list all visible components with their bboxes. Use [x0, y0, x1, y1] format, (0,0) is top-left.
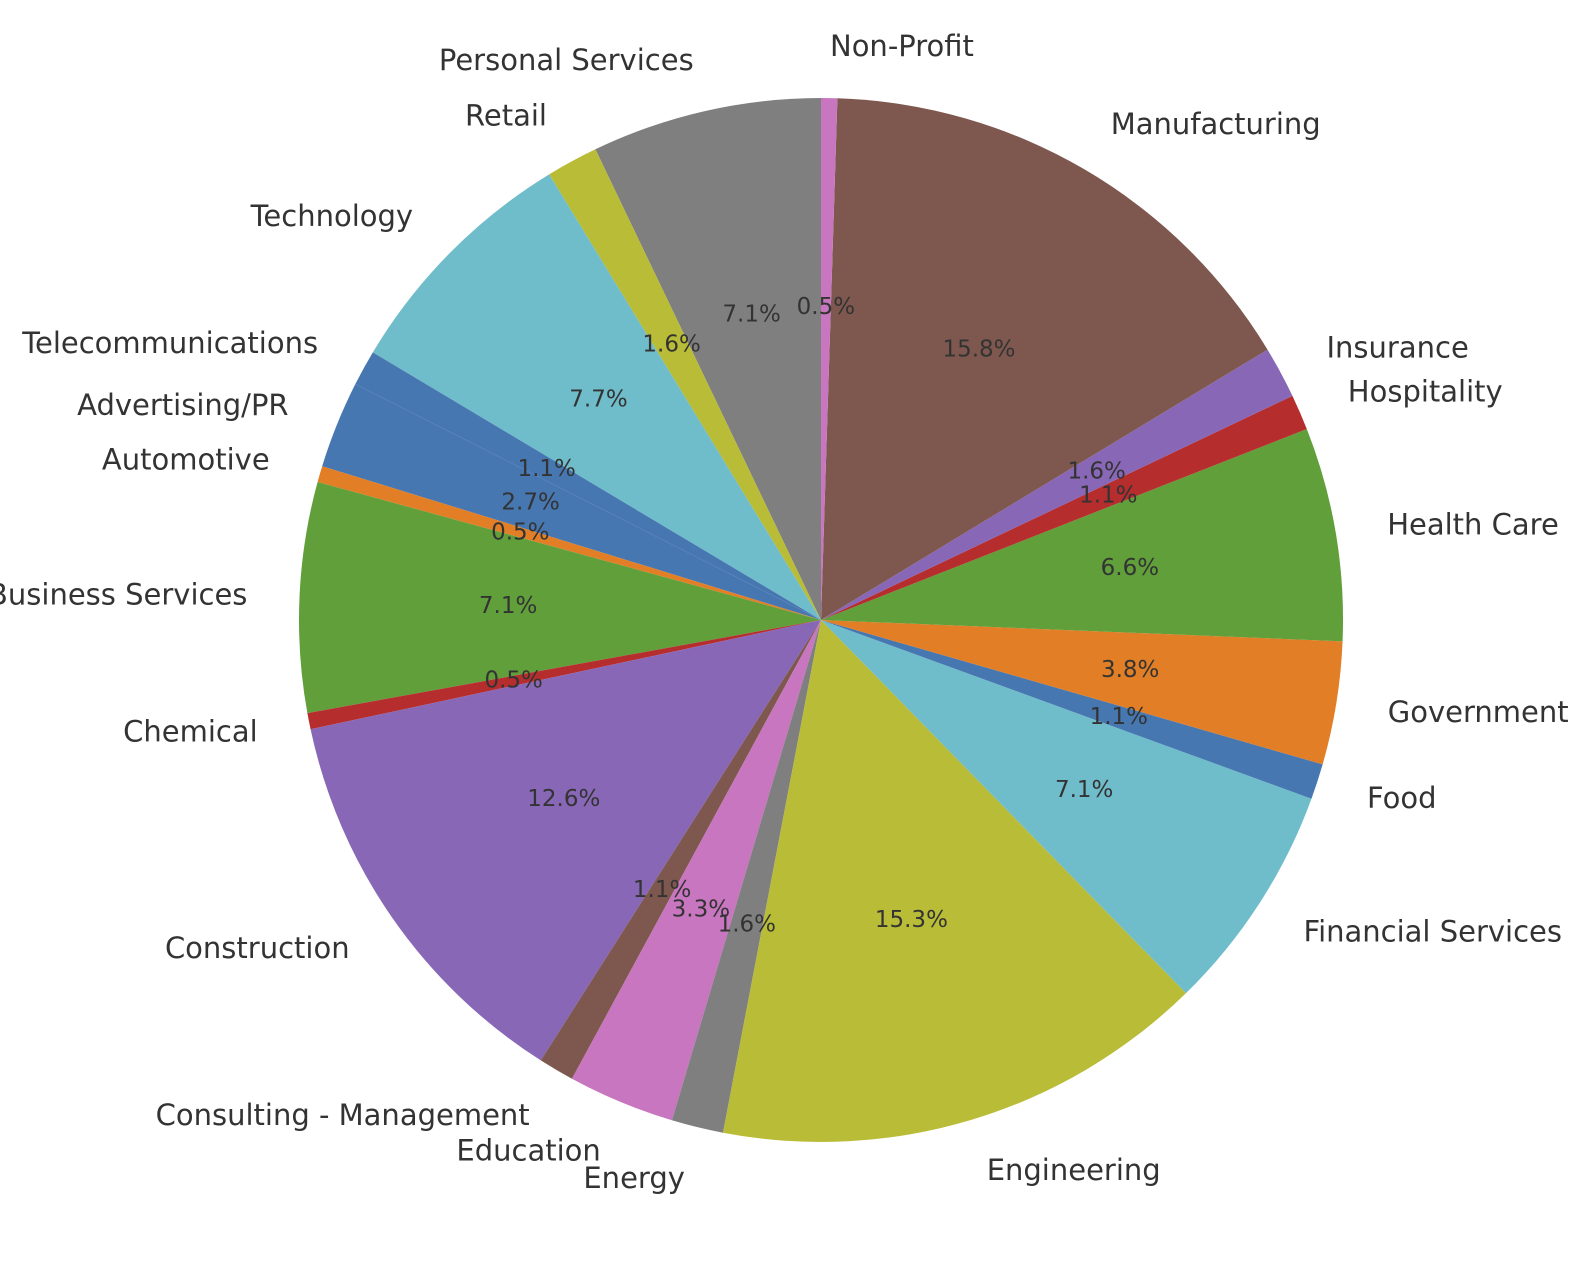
- pie-slice-retail: [549, 149, 821, 621]
- pie-slice-telecommunications: [355, 352, 821, 620]
- percent-label-food: 1.1%: [1090, 704, 1148, 730]
- category-label-food: Food: [1367, 781, 1437, 815]
- category-label-personal-services: Personal Services: [439, 43, 694, 77]
- category-label-insurance: Insurance: [1327, 331, 1469, 365]
- percent-label-insurance: 1.6%: [1067, 458, 1125, 484]
- pie-slice-chemical: [307, 620, 821, 730]
- category-label-government: Government: [1388, 695, 1569, 729]
- percent-label-consulting-management: 1.1%: [633, 877, 691, 903]
- category-label-non-profit: Non-Profit: [830, 29, 974, 63]
- percent-label-financial-services: 7.1%: [1055, 777, 1113, 803]
- percent-label-business-services: 7.1%: [479, 593, 537, 619]
- category-labels: Personal Services Retail Technology Telecom…: [0, 29, 1569, 1195]
- category-label-manufacturing: Manufacturing: [1111, 107, 1321, 141]
- category-label-education: Education: [456, 1133, 600, 1167]
- pie-slice-hospitality: [821, 395, 1307, 620]
- category-label-advertising-pr: Advertising/PR: [77, 388, 288, 422]
- category-label-hospitality: Hospitality: [1348, 375, 1503, 409]
- pie-slice-advertising-pr: [322, 384, 821, 620]
- pie-slice-construction: [310, 620, 821, 1061]
- pie-slice-consulting-management: [540, 620, 821, 1079]
- category-label-engineering: Engineering: [987, 1153, 1161, 1187]
- category-label-telecommunications: Telecommunications: [21, 326, 318, 360]
- percent-label-non-profit: 0.5%: [797, 294, 855, 320]
- category-label-energy: Energy: [583, 1161, 685, 1195]
- percent-label-manufacturing: 15.8%: [942, 337, 1015, 363]
- pie-slice-financial-services: [821, 620, 1312, 994]
- pie-slice-government: [821, 620, 1343, 765]
- pie-slice-health-care: [821, 429, 1343, 642]
- pie-slice-manufacturing: [821, 98, 1268, 620]
- category-label-automotive: Automotive: [102, 443, 270, 477]
- percent-label-retail: 1.6%: [642, 332, 700, 358]
- percent-label-construction: 12.6%: [527, 786, 600, 812]
- percent-label-chemical: 0.5%: [484, 668, 542, 694]
- percent-label-health-care: 6.6%: [1101, 555, 1159, 581]
- pie-slice-personal-services: [595, 98, 821, 620]
- pie-slice-food: [821, 620, 1323, 799]
- pie-slice-technology: [372, 174, 821, 621]
- category-label-financial-services: Financial Services: [1304, 914, 1563, 948]
- pie-slice-engineering: [722, 620, 1187, 1143]
- category-label-construction: Construction: [165, 931, 350, 965]
- pie-slice-business-services: [298, 481, 822, 714]
- category-label-retail: Retail: [465, 98, 547, 132]
- percent-label-personal-services: 7.1%: [722, 302, 780, 328]
- pie-slice-education: [571, 620, 821, 1121]
- category-label-business-services: Business Services: [0, 578, 247, 612]
- percent-label-energy: 1.6%: [718, 911, 776, 937]
- percent-label-advertising-pr: 2.7%: [501, 490, 559, 516]
- percent-labels: 7.1% 1.6% 7.7% 1.1% 2.7% 0.5% 7.1% 0.5% 12.6% 1.1…: [479, 294, 1160, 938]
- pie-slice-automotive: [317, 466, 821, 620]
- percent-label-government: 3.8%: [1101, 657, 1159, 683]
- pie-slice-non-profit: [821, 98, 838, 620]
- percent-label-automotive: 0.5%: [491, 519, 549, 545]
- category-label-consulting-management: Consulting - Management: [156, 1098, 530, 1132]
- percent-label-hospitality: 1.1%: [1079, 482, 1137, 508]
- pie-slice-energy: [671, 620, 821, 1133]
- category-label-technology: Technology: [250, 199, 413, 233]
- percent-label-technology: 7.7%: [569, 387, 627, 413]
- category-label-health-care: Health Care: [1387, 508, 1559, 542]
- percent-label-education: 3.3%: [672, 896, 730, 922]
- pie-slice-insurance: [821, 349, 1293, 620]
- percent-label-telecommunications: 1.1%: [517, 456, 575, 482]
- category-label-chemical: Chemical: [123, 714, 258, 748]
- percent-label-engineering: 15.3%: [875, 907, 948, 933]
- pie-slices: [298, 98, 1343, 1143]
